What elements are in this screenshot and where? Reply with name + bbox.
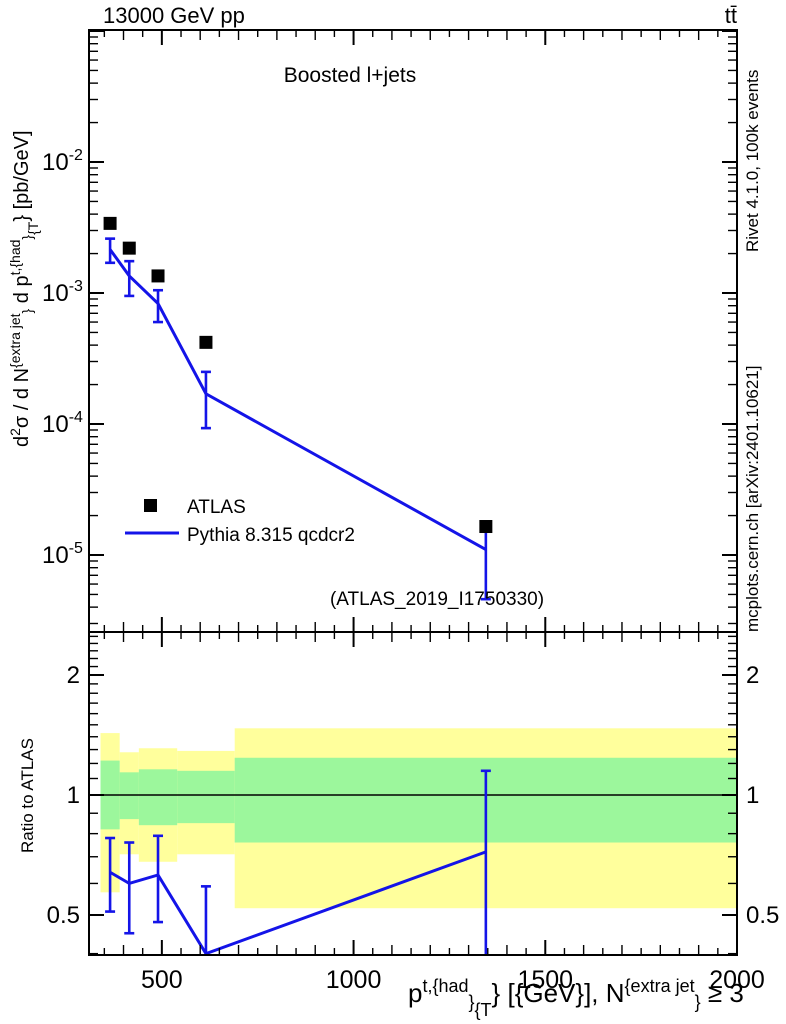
ratio-y-tick-label-right: 0.5 [746,902,779,929]
atlas-data-point [122,241,136,255]
ratio-uncertainty-bands [100,728,737,909]
prediction-line [108,248,487,551]
ratio-y-tick-label-left: 0.5 [47,902,80,929]
beam-energy-title: 13000 GeV pp [103,3,245,28]
main-y-tick-label: 10-4 [42,409,83,438]
ratio-y-axis-label: Ratio to ATLAS [18,738,37,853]
ratio-y-tick-label-left: 1 [67,782,80,809]
legend-label-pythia: Pythia 8.315 qcdcr2 [187,525,355,546]
observable-title: Boosted l+jets [284,64,417,87]
x-tick-label: 500 [141,966,183,994]
mcplots-arxiv-note: mcplots.cern.ch [arXiv:2401.10621] [743,366,762,632]
atlas-data-point [103,216,117,230]
atlas-data-point [479,520,493,534]
legend-square-marker-icon [144,499,157,512]
process-title: tt̄ [725,3,737,28]
inner-uncertainty-band [138,769,178,826]
x-tick-label: 1500 [517,966,573,994]
main-series [103,216,493,601]
ratio-series [105,769,491,955]
rivet-version-note: Rivet 4.1.0, 100k events [743,70,762,252]
main-y-axis-label: d2σ / d N{extra jet} d pt,{had}{T} [pb/G… [7,130,41,447]
ratio-y-tick-label-right: 2 [746,662,759,689]
main-y-tick-label: 10-3 [42,278,83,307]
main-y-tick-label: 10-5 [42,540,83,569]
main-y-tick-label: 10-2 [42,147,83,176]
prediction-line [109,850,487,955]
atlas-data-point [199,335,213,349]
ratio-y-tick-label-left: 2 [67,662,80,689]
x-axis-label: pt,{had}{T} [{GeV}], N{extra jet} ≥ 3 [408,976,744,1020]
x-tick-label: 1000 [326,966,382,994]
x-tick-label: 2000 [709,966,765,994]
ratio-panel-frame [88,631,738,956]
legend-label-atlas: ATLAS [187,497,246,518]
atlas-data-point [151,269,165,283]
ratio-y-tick-label-right: 1 [746,782,759,809]
axis-tick-labels: 500 1000 1500 2000 10-2 10-3 10-4 10-5 2 2 1 1 0.5 0.… [42,147,779,994]
analysis-watermark: (ATLAS_2019_I1750330) [330,589,544,610]
inner-uncertainty-band [177,770,235,824]
legend: ATLAS Pythia 8.315 qcdcr2 [125,497,355,546]
